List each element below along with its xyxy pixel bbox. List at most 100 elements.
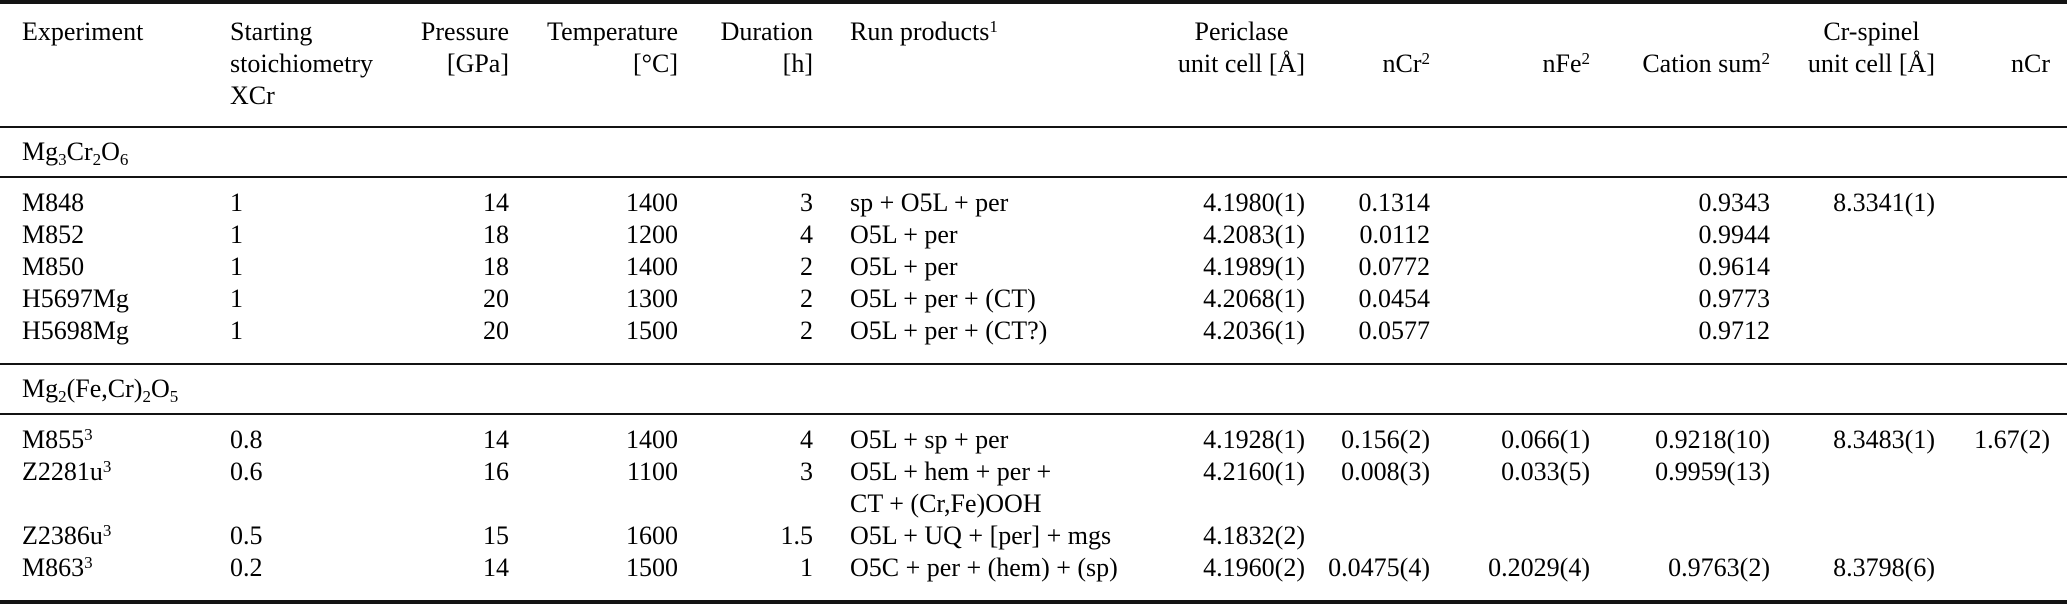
cell-starting-stoichiometry: 0.8 (230, 425, 263, 454)
header-line (385, 80, 509, 112)
cell-duration: 1 (800, 553, 813, 582)
cell-periclase-unit-cell: 4.2160(1) (1203, 457, 1305, 486)
cell-ncr-spinel: 1.67(2) (1974, 425, 2050, 454)
cell-temperature: 1200 (626, 220, 678, 249)
cell-cation-sum (1590, 520, 1770, 552)
table-row: M8633 0.2 14 1500 1 O5C + per + (hem) + (sp) 4… (0, 552, 2067, 602)
cell-nfe-periclase: 0.066(1) (1501, 425, 1590, 454)
header-nfe-periclase: nFe2 (1430, 2, 1591, 127)
cell-experiment: M8553 (22, 425, 93, 454)
cell-ncr-spinel (1935, 315, 2067, 364)
cell-nfe-periclase (1430, 283, 1590, 315)
header-line: nCr2 (1382, 49, 1431, 78)
cell-periclase-unit-cell: 4.1928(1) (1203, 425, 1305, 454)
cell-duration: 2 (800, 252, 813, 281)
header-line: [GPa] (446, 49, 509, 78)
header-line: Pressure (420, 17, 509, 46)
cell-experiment: Z2386u3 (22, 521, 112, 550)
cell-pressure: 20 (483, 284, 509, 313)
header-duration: Duration [h] (678, 2, 813, 127)
cell-run-products: O5L + per (850, 252, 958, 281)
cell-ncr-periclase: 0.008(3) (1341, 457, 1430, 486)
cell-cr-spinel-unit-cell (1770, 251, 1935, 283)
cell-experiment: M850 (22, 252, 85, 281)
header-line (1590, 16, 1770, 48)
cell-ncr-spinel (1935, 520, 2067, 552)
cell-ncr-spinel (1935, 456, 2067, 520)
cell-nfe-periclase (1430, 177, 1590, 219)
cell-periclase-unit-cell: 4.2083(1) (1203, 220, 1305, 249)
cell-ncr-periclase: 0.0475(4) (1328, 553, 1430, 582)
header-line: stoichiometry (230, 49, 373, 78)
header-starting-stoichiometry: Starting stoichiometry XCr (208, 2, 385, 127)
cell-cr-spinel-unit-cell: 8.3798(6) (1833, 553, 1935, 582)
section-title: Mg3Cr2O6 (22, 137, 129, 169)
header-line (850, 80, 1150, 112)
cell-cation-sum: 0.9614 (1698, 252, 1771, 281)
header-line: [°C] (632, 49, 678, 78)
header-line: XCr (230, 81, 275, 110)
cell-pressure: 14 (483, 553, 509, 582)
cell-ncr-periclase: 0.156(2) (1341, 425, 1430, 454)
header-line: Experiment (22, 17, 144, 46)
cell-run-products: O5L + sp + per (850, 425, 1009, 454)
header-line (1178, 80, 1305, 112)
header-experiment: Experiment (0, 2, 208, 127)
cell-cr-spinel-unit-cell (1770, 283, 1935, 315)
cell-ncr-spinel (1935, 177, 2067, 219)
cell-nfe-periclase (1430, 520, 1590, 552)
cell-ncr-periclase: 0.0112 (1359, 220, 1430, 249)
cell-starting-stoichiometry: 1 (230, 284, 243, 313)
header-line (678, 80, 813, 112)
cell-run-products: O5L + per + (CT?) (850, 316, 1048, 345)
cell-ncr-periclase (1305, 520, 1430, 552)
header-line (1935, 80, 2050, 112)
cell-periclase-unit-cell: 4.1989(1) (1203, 252, 1305, 281)
cell-pressure: 20 (483, 316, 509, 345)
header-line: Duration (720, 17, 813, 46)
header-line: Temperature (547, 17, 678, 46)
cell-ncr-periclase: 0.1314 (1358, 188, 1431, 217)
cell-cr-spinel-unit-cell (1770, 456, 1935, 520)
cell-run-products: O5L + per + (CT) (850, 284, 1036, 313)
cell-cation-sum: 0.9763(2) (1668, 553, 1770, 582)
table-row: H5698Mg 1 20 1500 2 O5L + per + (CT?) 4.2036(1… (0, 315, 2067, 364)
cell-cation-sum: 0.9343 (1698, 188, 1771, 217)
table-row: M8553 0.8 14 1400 4 O5L + sp + per 4.1928(1) 0.… (0, 414, 2067, 456)
cell-duration: 2 (800, 316, 813, 345)
cell-duration: 2 (800, 284, 813, 313)
table-header: Experiment Starting stoichiometry XCr Pressu… (0, 2, 2067, 127)
header-row: Experiment Starting stoichiometry XCr Pressu… (0, 2, 2067, 127)
cell-periclase-unit-cell: 4.1960(2) (1203, 553, 1305, 582)
table-row: Z2386u3 0.5 15 1600 1.5 O5L + UQ + [per] + mg… (0, 520, 2067, 552)
header-line: unit cell [Å] (1177, 49, 1305, 78)
cell-cation-sum: 0.9773 (1698, 284, 1771, 313)
cell-run-products: O5C + per + (hem) + (sp) (850, 553, 1118, 582)
cell-starting-stoichiometry: 0.5 (230, 521, 263, 550)
cell-ncr-periclase: 0.0772 (1358, 252, 1431, 281)
cell-temperature: 1400 (626, 252, 678, 281)
cell-cation-sum: 0.9944 (1698, 220, 1771, 249)
table-row: M848 1 14 1400 3 sp + O5L + per 4.1980(1) 0.131… (0, 177, 2067, 219)
cell-run-products: O5L + hem + per + CT + (Cr,Fe)OOH (850, 457, 1052, 518)
section-title: Mg2(Fe,Cr)2O5 (22, 374, 179, 406)
cell-experiment: M848 (22, 188, 85, 217)
cell-pressure: 18 (483, 252, 509, 281)
header-line: unit cell [Å] (1807, 49, 1935, 78)
cell-starting-stoichiometry: 1 (230, 220, 243, 249)
header-line (1935, 16, 2050, 48)
header-line (850, 48, 1150, 80)
cell-starting-stoichiometry: 0.6 (230, 457, 263, 486)
cell-cr-spinel-unit-cell (1770, 219, 1935, 251)
cell-cr-spinel-unit-cell: 8.3341(1) (1833, 188, 1935, 217)
cell-temperature: 1500 (626, 316, 678, 345)
table-row: Z2281u3 0.6 16 1100 3 O5L + hem + per + CT + … (0, 456, 2067, 520)
cell-cation-sum: 0.9218(10) (1655, 425, 1770, 454)
header-line (22, 80, 208, 112)
header-line: Periclase (1194, 17, 1289, 46)
cell-duration: 3 (800, 188, 813, 217)
section-header-group: Mg2(Fe,Cr)2O5 (0, 364, 2067, 414)
header-line: [h] (782, 49, 813, 78)
section-rows: M848 1 14 1400 3 sp + O5L + per 4.1980(1) 0.131… (0, 177, 2067, 364)
